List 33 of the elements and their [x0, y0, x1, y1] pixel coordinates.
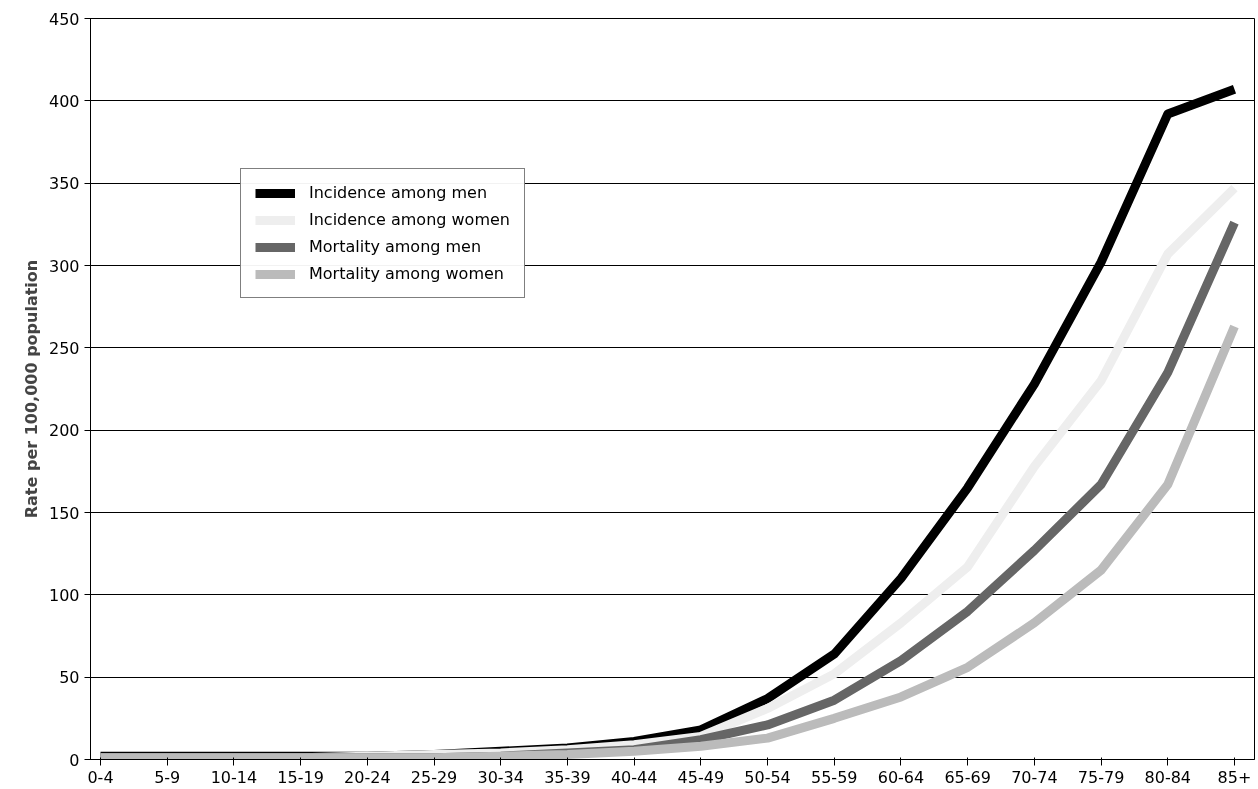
x-tick-label: 30-34: [477, 767, 524, 787]
x-tick-label: 80-84: [1144, 767, 1192, 787]
y-tick-label: 0: [69, 750, 80, 770]
legend-label: Mortality among men: [309, 237, 482, 256]
legend-label: Incidence among men: [309, 183, 488, 202]
x-tick-label: 70-74: [1011, 767, 1058, 787]
x-tick-label: 35-39: [544, 767, 591, 787]
x-tick-label: 85+: [1217, 767, 1252, 787]
x-tick-label: 0-4: [87, 767, 114, 787]
legend-label: Mortality among women: [309, 264, 504, 283]
x-tick-label: 60-64: [877, 767, 925, 787]
x-tick-label: 25-29: [410, 767, 458, 787]
y-axis-title: Rate per 100,000 population: [21, 259, 41, 519]
x-tick-label: 50-54: [744, 767, 791, 787]
y-tick-label: 250: [48, 338, 80, 358]
x-tick-label: 45-49: [677, 767, 725, 787]
y-tick-label: 50: [59, 668, 80, 688]
y-tick-label: 300: [48, 256, 80, 276]
y-tick-label: 200: [48, 421, 80, 441]
x-tick-label: 55-59: [811, 767, 858, 787]
y-tick-label: 350: [48, 174, 80, 194]
y-tick-label: 150: [48, 503, 80, 523]
y-tick-label: 450: [48, 9, 80, 29]
x-tick-label: 40-44: [610, 767, 658, 787]
x-tick-label: 5-9: [154, 767, 181, 787]
x-tick-label: 20-24: [344, 767, 391, 787]
y-tick-label: 400: [48, 91, 80, 111]
x-tick-label: 65-69: [944, 767, 991, 787]
x-tick-label: 15-19: [277, 767, 324, 787]
x-tick-label: 10-14: [210, 767, 258, 787]
x-tick-label: 75-79: [1077, 767, 1125, 787]
legend-label: Incidence among women: [309, 210, 510, 229]
y-tick-label: 100: [48, 585, 80, 605]
